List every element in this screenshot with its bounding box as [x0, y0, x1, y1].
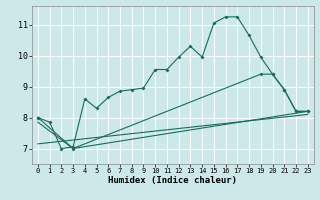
X-axis label: Humidex (Indice chaleur): Humidex (Indice chaleur) [108, 176, 237, 185]
